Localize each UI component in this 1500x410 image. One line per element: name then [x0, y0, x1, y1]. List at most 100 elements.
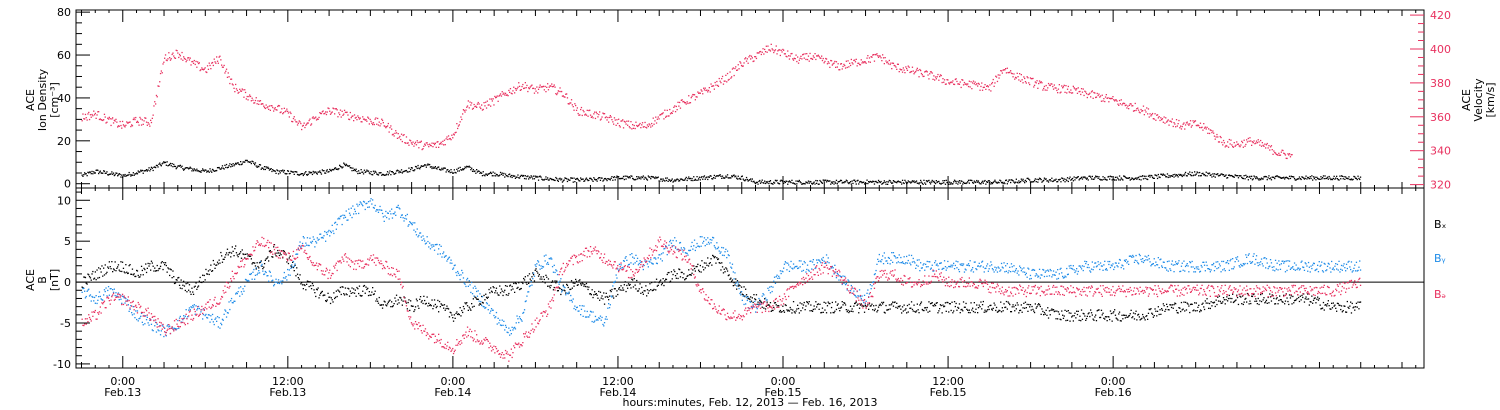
velocity-point-1030 [931, 72, 933, 74]
ion-density-point-476 [474, 170, 476, 172]
velocity-point-897 [821, 59, 824, 62]
velocity-point-956 [870, 56, 872, 58]
velocity-point-1425 [1257, 139, 1259, 141]
ion-density-point-1192 [1065, 178, 1067, 181]
bx-point-1134 [1017, 304, 1019, 306]
velocity-point-1264 [1124, 104, 1126, 107]
bx-point-1497 [1317, 296, 1319, 298]
ion-density-point-978 [888, 179, 890, 182]
bx-point-673 [636, 290, 639, 292]
ion-density-point-140 [197, 170, 199, 172]
bx-point-145 [201, 281, 203, 284]
ion-density-point-565 [547, 179, 550, 181]
velocity-point-634 [604, 117, 606, 119]
bx-point-552 [537, 272, 539, 274]
bx-point-1311 [1163, 305, 1165, 307]
velocity-point-204 [249, 95, 252, 98]
velocity-point-58 [129, 121, 131, 123]
bx-point-1020 [923, 309, 925, 312]
by-point-344 [365, 203, 367, 205]
ion-density-point-645 [613, 176, 616, 178]
ion-density-point-549 [534, 175, 536, 177]
bx-point-656 [622, 289, 625, 291]
bx-point-310 [337, 289, 339, 291]
bx-point-1207 [1077, 310, 1079, 312]
ion-density-point-533 [521, 174, 523, 177]
velocity-point-642 [611, 119, 613, 121]
bx-point-169 [221, 255, 223, 257]
velocity-point-915 [836, 66, 838, 68]
ion-density-point-1375 [1216, 173, 1218, 176]
bx-point-1293 [1148, 308, 1150, 310]
bx-point-341 [362, 285, 365, 287]
bx-point-1536 [1349, 305, 1351, 307]
velocity-point-539 [526, 84, 528, 87]
velocity-point-1357 [1201, 126, 1203, 128]
velocity-point-1299 [1153, 118, 1155, 120]
ion-density-point-68 [137, 170, 139, 172]
velocity-point-381 [395, 132, 398, 134]
bx-point-101 [164, 262, 167, 264]
ion-density-point-290 [320, 173, 323, 175]
bx-point-875 [803, 301, 805, 304]
bx-point-523 [513, 282, 515, 285]
velocity-point-114 [175, 49, 177, 51]
bx-point-1073 [967, 309, 969, 311]
velocity-point-443 [447, 138, 449, 141]
velocity-point-101 [164, 54, 167, 56]
velocity-point-757 [706, 89, 708, 91]
ion-density-point-332 [355, 168, 357, 170]
by-point-175 [225, 316, 228, 318]
bx-point-385 [399, 296, 401, 299]
ion-density-point-1042 [941, 182, 943, 184]
velocity-point-31 [107, 117, 109, 119]
by-point-351 [371, 203, 373, 205]
by-point-169 [221, 324, 223, 326]
ion-density-point-1084 [976, 179, 978, 182]
velocity-point-1178 [1053, 84, 1055, 86]
ion-density-point-579 [559, 177, 561, 179]
bx-point-768 [715, 262, 717, 264]
bx-point-1289 [1145, 315, 1147, 318]
by-point-102 [165, 335, 167, 337]
velocity-point-488 [484, 105, 486, 107]
bx-point-1029 [930, 302, 932, 304]
ion-density-point-249 [287, 170, 289, 172]
velocity-point-497 [491, 100, 493, 102]
ion-density-point-11 [90, 173, 92, 175]
bx-point-97 [161, 261, 163, 263]
ion-density-point-1203 [1074, 179, 1076, 181]
ion-density-point-721 [676, 178, 678, 180]
bx-point-326 [350, 292, 352, 294]
bx-point-1456 [1283, 294, 1285, 296]
bx-point-297 [326, 299, 328, 301]
ion-density-point-1238 [1103, 178, 1105, 181]
velocity-point-936 [854, 59, 856, 61]
by-point-207 [252, 271, 254, 273]
bx-point-354 [373, 293, 375, 295]
ion-density-point-1055 [952, 183, 954, 185]
ion-density-point-1232 [1098, 176, 1100, 178]
ion-density-point-848 [781, 180, 783, 182]
ion-density-point-826 [763, 182, 765, 184]
ion-density-point-1291 [1147, 178, 1149, 181]
ion-density-point-479 [476, 171, 479, 173]
ion-density-point-583 [562, 180, 564, 182]
ion-density-point-917 [838, 181, 840, 183]
ion-density-point-827 [764, 180, 766, 182]
ion-density-point-1007 [912, 181, 914, 183]
ion-density-point-313 [339, 165, 342, 168]
velocity-point-1009 [914, 71, 916, 74]
velocity-point-797 [739, 61, 741, 63]
velocity-point-1082 [974, 81, 976, 83]
bx-point-535 [523, 277, 525, 280]
bx-point-1290 [1146, 315, 1148, 317]
bx-point-1251 [1114, 309, 1116, 311]
bx-point-741 [693, 265, 695, 267]
ion-density-point-81 [148, 167, 150, 169]
ion-density-point-1199 [1071, 178, 1073, 180]
bx-point-50 [122, 267, 125, 269]
bx-point-103 [166, 271, 168, 273]
ion-density-point-814 [753, 180, 755, 182]
ion-density-point-1223 [1090, 178, 1093, 180]
